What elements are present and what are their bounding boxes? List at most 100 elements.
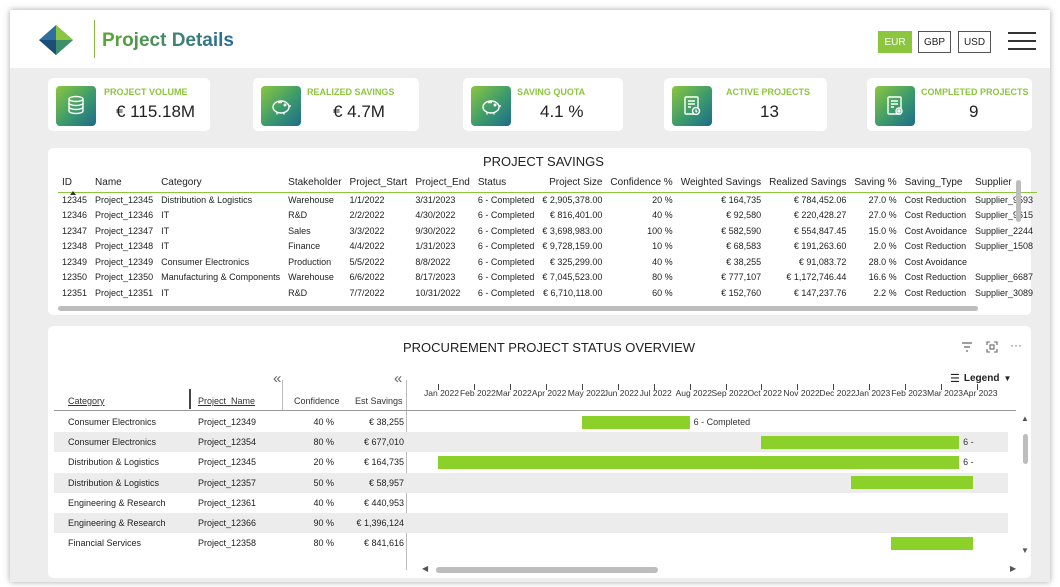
vertical-scrollbar[interactable] xyxy=(1023,434,1028,464)
column-header-stakeholder[interactable]: Stakeholder xyxy=(284,174,346,193)
column-header-name[interactable]: Name xyxy=(91,174,158,193)
table-cell: Distribution & Logistics xyxy=(161,195,253,205)
month-label: Sep 2022 xyxy=(711,388,748,398)
table-cell: Supplier_6687 xyxy=(975,272,1034,283)
table-cell: 5/5/2022 xyxy=(349,256,385,267)
column-header-supplier[interactable]: Supplier xyxy=(971,174,1038,193)
currency-usd-button[interactable]: USD xyxy=(958,31,991,53)
table-cell: Supplier_1508 xyxy=(975,241,1034,252)
table-row[interactable]: 12348 Project_12348 IT Finance 4/4/2022 1/31/… xyxy=(58,239,1037,255)
menu-icon[interactable] xyxy=(1008,32,1036,50)
gantt-cell-savings: € 38,255 xyxy=(368,417,404,427)
gantt-header-project-name[interactable]: Project_Name xyxy=(198,396,256,406)
scroll-left-icon[interactable]: ◀ xyxy=(422,564,429,573)
table-cell: 15.0 % xyxy=(868,225,897,236)
table-cell: Cost Avoidance xyxy=(904,225,968,236)
kpi-label: SAVING QUOTA xyxy=(517,87,586,97)
table-row[interactable]: 12350 Project_12350 Manufacturing & Compon… xyxy=(58,270,1037,286)
gantt-row[interactable]: Distribution & Logistics Project_12357 50 … xyxy=(54,472,1008,493)
table-row[interactable]: 12346 Project_12346 IT R&D 2/2/2022 4/30/2022… xyxy=(58,208,1037,224)
gantt-bar[interactable] xyxy=(890,536,974,550)
table-cell: € 784,452.06 xyxy=(793,195,847,205)
column-header-project-size[interactable]: Project Size xyxy=(538,174,607,193)
collapse-columns-icon[interactable]: « xyxy=(394,370,403,387)
more-options-icon[interactable]: ··· xyxy=(1010,338,1022,352)
horizontal-scrollbar[interactable] xyxy=(436,567,658,573)
currency-gbp-button[interactable]: GBP xyxy=(918,31,951,53)
gantt-header-confidence[interactable]: Confidence xyxy=(294,396,340,406)
gantt-bar[interactable] xyxy=(438,455,960,469)
month-label: Jun 2022 xyxy=(603,388,639,398)
table-row[interactable]: 12347 Project_12347 IT Sales 3/3/2022 9/30/20… xyxy=(58,223,1037,239)
table-cell: 6 - Completed xyxy=(477,256,535,267)
gantt-row[interactable]: Financial Services Project_12358 80 % € 841… xyxy=(54,533,1008,553)
scroll-right-icon[interactable]: ▶ xyxy=(1010,564,1017,573)
list-icon: ☰ xyxy=(950,373,960,385)
gantt-cell-confidence: 80 % xyxy=(313,538,334,549)
month-tick xyxy=(438,384,439,390)
column-header-weighted-savings[interactable]: Weighted Savings xyxy=(676,174,766,193)
table-cell: Supplier_2244 xyxy=(975,225,1034,236)
column-header-status[interactable]: Status xyxy=(473,174,539,193)
gantt-row[interactable]: Engineering & Research Project_12366 90 % €… xyxy=(54,513,1008,534)
table-cell: Project_12348 xyxy=(95,241,154,252)
gantt-bar[interactable] xyxy=(581,415,690,429)
table-cell xyxy=(971,254,1037,270)
month-tick xyxy=(977,384,979,390)
month-label: Dec 2022 xyxy=(819,388,856,398)
column-header-category[interactable]: Category xyxy=(157,174,285,193)
column-header-saving-type[interactable]: Saving_Type xyxy=(900,174,972,193)
table-cell: 12346 xyxy=(62,210,88,221)
currency-eur-button[interactable]: EUR xyxy=(878,31,912,53)
gantt-row[interactable]: Consumer Electronics Project_12349 40 % € 3… xyxy=(54,412,1008,432)
table-cell: IT xyxy=(161,225,170,236)
kpi-value: € 4.7M xyxy=(333,102,385,121)
table-row[interactable]: 12345 Project_12345 Distribution & Logisti… xyxy=(58,192,1037,208)
kpi-realized-savings: REALIZED SAVINGS € 4.7M xyxy=(253,78,419,131)
gantt-cell-savings: € 58,957 xyxy=(368,477,404,488)
table-cell: € 777,107 xyxy=(721,272,762,283)
vertical-scrollbar[interactable] xyxy=(1016,180,1021,222)
table-cell: € 92,580 xyxy=(726,210,762,221)
gantt-header-category[interactable]: Category xyxy=(68,396,105,406)
scroll-up-icon[interactable]: ▲ xyxy=(1021,414,1029,423)
legend-toggle[interactable]: ☰ Legend ▼ xyxy=(950,372,1011,385)
gantt-row[interactable]: Distribution & Logistics Project_12345 20 … xyxy=(54,452,1008,472)
month-tick xyxy=(905,384,907,390)
table-cell: IT xyxy=(161,210,170,221)
column-header-id[interactable]: ID xyxy=(58,174,92,193)
table-cell: € 325,299.00 xyxy=(549,256,603,267)
table-cell: € 164,735 xyxy=(721,195,762,205)
table-row[interactable]: 12349 Project_12349 Consumer Electronics Pr… xyxy=(58,254,1037,270)
scroll-down-icon[interactable]: ▼ xyxy=(1021,546,1029,555)
filter-icon[interactable] xyxy=(961,342,973,352)
gantt-header-est-savings[interactable]: Est Savings xyxy=(355,396,403,406)
table-cell: € 7,045,523.00 xyxy=(542,272,603,283)
gantt-bar[interactable] xyxy=(851,476,974,490)
company-logo-icon xyxy=(39,25,73,55)
column-header-realized-savings[interactable]: Realized Savings xyxy=(765,174,851,193)
month-tick xyxy=(545,384,547,390)
kpi-project-volume: PROJECT VOLUME € 115.18M xyxy=(48,78,210,131)
horizontal-scrollbar[interactable] xyxy=(58,306,978,311)
table-cell: 2/2/2022 xyxy=(349,210,385,221)
column-header-confidence[interactable]: Confidence % xyxy=(606,174,677,193)
month-tick xyxy=(869,384,871,390)
column-header-project-end[interactable]: Project_End xyxy=(411,174,474,193)
table-row[interactable]: 12351 Project_12351 IT R&D 7/7/2022 10/31/202… xyxy=(58,285,1037,301)
gantt-cell-category: Consumer Electronics xyxy=(68,417,157,427)
collapse-columns-icon[interactable]: « xyxy=(273,370,282,387)
column-header-saving-pct[interactable]: Saving % xyxy=(850,174,901,193)
gantt-row[interactable]: Engineering & Research Project_12361 40 % €… xyxy=(54,493,1008,513)
table-cell: 28.0 % xyxy=(868,256,897,267)
table-cell: 60 % xyxy=(652,287,673,298)
table-cell: 40 % xyxy=(652,256,673,267)
column-resize-handle[interactable] xyxy=(189,389,191,409)
table-cell: Project_12351 xyxy=(95,287,154,298)
kpi-value: 9 xyxy=(969,102,979,121)
table-header-row: ID Name Category Stakeholder Project_Sta… xyxy=(58,174,1038,193)
table-cell: 1/31/2023 xyxy=(415,241,456,252)
focus-mode-icon[interactable] xyxy=(986,341,998,353)
gantt-bar[interactable] xyxy=(761,435,960,449)
column-header-project-start[interactable]: Project_Start xyxy=(345,174,412,193)
